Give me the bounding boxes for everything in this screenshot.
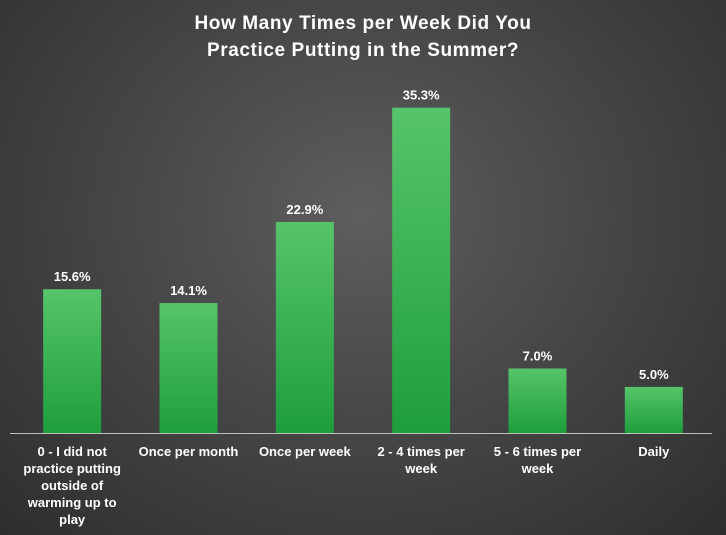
- chart-title-line-1: How Many Times per Week Did You: [194, 13, 532, 34]
- bar-1: [43, 289, 102, 433]
- data-label-3: 22.9%: [286, 202, 323, 217]
- data-label-4: 35.3%: [403, 88, 440, 103]
- category-label-3: Once per week: [258, 444, 351, 459]
- category-label-1: 0 - I did not practice putting outside o…: [23, 444, 121, 527]
- bar-2: [159, 303, 218, 433]
- data-label-1: 15.6%: [54, 269, 91, 284]
- data-label-6: 5.0%: [639, 367, 669, 382]
- category-label-2: Once per month: [138, 444, 239, 459]
- chart-title: How Many Times per Week Did You Practice…: [0, 10, 726, 64]
- data-label-2: 14.1%: [170, 283, 207, 298]
- category-label-5: 5 - 6 times per week: [493, 444, 582, 476]
- category-label-4: 2 - 4 times per week: [377, 444, 465, 476]
- bar-3: [275, 221, 334, 433]
- chart-title-line-2: Practice Putting in the Summer?: [206, 40, 520, 61]
- category-label-6: Daily: [638, 444, 670, 459]
- bar-5: [508, 368, 567, 433]
- bar-4: [392, 107, 451, 433]
- bar-6: [624, 386, 683, 433]
- data-label-5: 7.0%: [523, 348, 553, 363]
